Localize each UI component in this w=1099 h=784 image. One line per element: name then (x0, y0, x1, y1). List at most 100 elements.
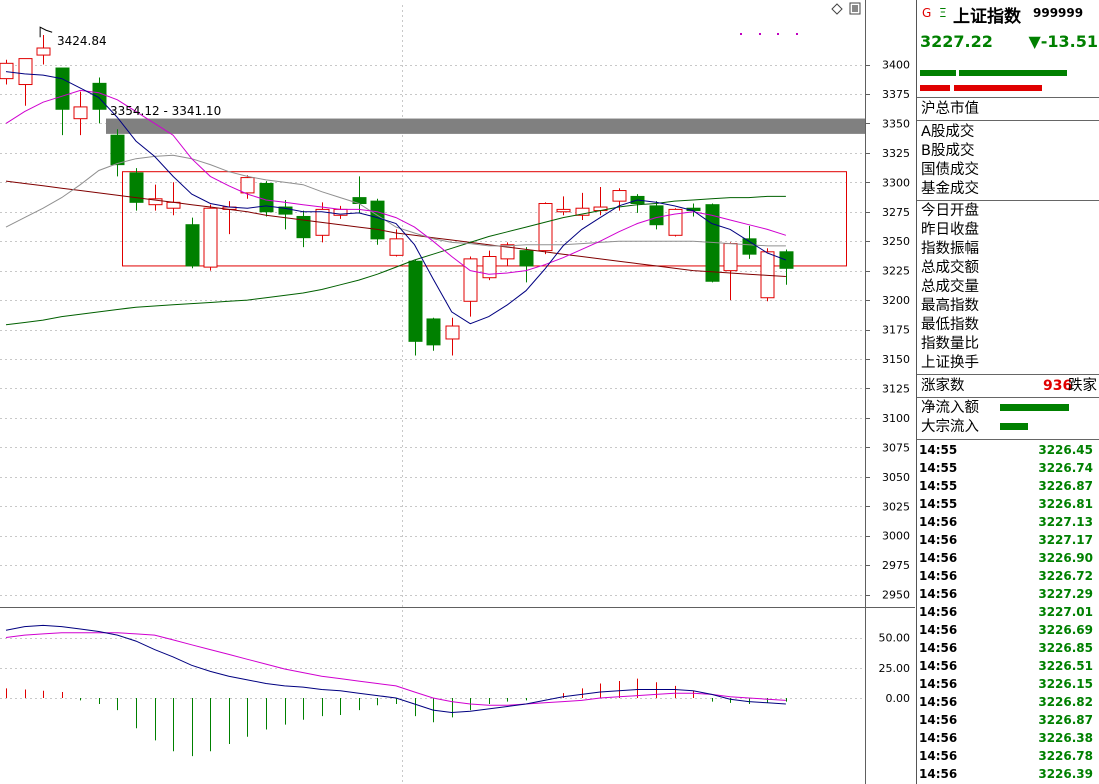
y-tick-label: 3200 (882, 294, 910, 307)
label-low: 最低指数 (921, 317, 979, 333)
panel-header: G Ξ 上证指数 999999 (917, 0, 1099, 30)
tick-price: 3226.81 (1038, 497, 1093, 511)
y-tick-label: 3100 (882, 412, 910, 425)
candle (92, 77, 107, 124)
candle-body (519, 250, 534, 267)
candle (463, 256, 478, 317)
candle (668, 208, 683, 237)
candle-body (203, 207, 218, 268)
label-a-share-volume: A股成交 (921, 124, 975, 140)
candle (129, 168, 144, 211)
candle (705, 203, 720, 283)
candle (278, 199, 293, 230)
candle-body (36, 47, 51, 56)
candle-body (259, 182, 274, 213)
candle-body (742, 238, 757, 255)
tick-price: 3226.38 (1038, 731, 1093, 745)
tick-price: 3227.29 (1038, 587, 1093, 601)
candle (556, 196, 571, 216)
tick-price: 3226.69 (1038, 623, 1093, 637)
y-tick-label: 3375 (882, 88, 910, 101)
candle-body (463, 258, 478, 302)
tick-price: 3226.82 (1038, 695, 1093, 709)
tick-time: 14:56 (919, 731, 958, 745)
ma250-line (5, 180, 786, 277)
macd-dea-line (5, 632, 786, 706)
tick-time: 14:55 (919, 497, 958, 511)
index-code: 999999 (1033, 6, 1084, 20)
candle-body (426, 318, 441, 346)
block-inflow-bar (1000, 423, 1028, 430)
tick-price: 3226.39 (1038, 767, 1093, 781)
tick-time: 14:56 (919, 749, 958, 763)
quote-panel: G Ξ 上证指数 999999 3227.22 ▼-13.51 沪总市值 A股成… (916, 0, 1099, 784)
candle-body (556, 208, 571, 213)
candle-body (668, 208, 683, 236)
tick-price: 3226.72 (1038, 569, 1093, 583)
candle (73, 91, 88, 136)
tick-time: 14:56 (919, 551, 958, 565)
candle-body (296, 215, 311, 239)
y-tick-label: 3350 (882, 117, 910, 130)
candle-body (240, 177, 255, 194)
tick-time: 14:56 (919, 695, 958, 709)
candle-body (723, 243, 738, 272)
red-volume-bar-2 (954, 85, 1042, 91)
candle-body (0, 62, 14, 80)
macd-dif-line (5, 624, 786, 714)
price-band (106, 118, 865, 134)
y-tick-label: 3025 (882, 500, 910, 513)
label-advancers: 涨家数 (921, 378, 965, 394)
candlestick-chart: 3400 3375 3350 3325 3300 3275 3250 3225 3200 3175… (0, 0, 916, 784)
y-tick-label: 3075 (882, 441, 910, 454)
candle-body (92, 82, 107, 110)
label-turnover-amount: 总成交额 (921, 260, 979, 276)
candle-body (538, 203, 553, 252)
tick-time: 14:56 (919, 587, 958, 601)
candle (649, 201, 664, 230)
candle (18, 58, 33, 106)
candle-body (779, 251, 794, 269)
tick-time: 14:55 (919, 443, 958, 457)
candle-body (445, 325, 460, 340)
label-prev-close: 昨日收盘 (921, 222, 979, 238)
diamond-icon[interactable] (831, 3, 843, 15)
candle-body (73, 106, 88, 120)
label-block-inflow: 大宗流入 (921, 419, 979, 435)
y-tick-label: 3000 (882, 530, 910, 543)
market-letter-menu[interactable]: Ξ (939, 6, 947, 20)
candle-body (649, 205, 664, 226)
high-annotation: 3424.84 (57, 34, 107, 48)
tick-price: 3226.74 (1038, 461, 1093, 475)
candle (148, 184, 163, 211)
candle (723, 242, 738, 301)
candle (296, 210, 311, 248)
candle (779, 249, 794, 285)
tick-time: 14:56 (919, 569, 958, 583)
index-title: 上证指数 (953, 7, 1021, 27)
market-letter-g[interactable]: G (922, 6, 932, 20)
candle-body (482, 256, 497, 279)
candle (240, 175, 255, 199)
tick-time: 14:56 (919, 641, 958, 655)
ma5-line (5, 71, 787, 325)
tick-time: 14:55 (919, 479, 958, 493)
label-open: 今日开盘 (921, 203, 979, 219)
tick-price: 3226.90 (1038, 551, 1093, 565)
y-tick-label: 3275 (882, 206, 910, 219)
purple-dots-icon (740, 33, 798, 35)
tick-time: 14:55 (919, 461, 958, 475)
y-tick-label: 3050 (882, 471, 910, 484)
label-fund-volume: 基金成交 (921, 181, 979, 197)
tick-time: 14:56 (919, 677, 958, 691)
label-turnover-volume: 总成交量 (921, 279, 979, 295)
y-tick-label: 2950 (882, 589, 910, 602)
ma60-line (5, 195, 786, 326)
candle-body (500, 244, 515, 260)
candle (519, 247, 534, 283)
current-price: 3227.22 (920, 32, 993, 51)
candle-body (278, 206, 293, 215)
price-change: ▼-13.51 (1028, 32, 1098, 51)
high-marker-icon (39, 26, 53, 38)
tick-price: 3226.15 (1038, 677, 1093, 691)
